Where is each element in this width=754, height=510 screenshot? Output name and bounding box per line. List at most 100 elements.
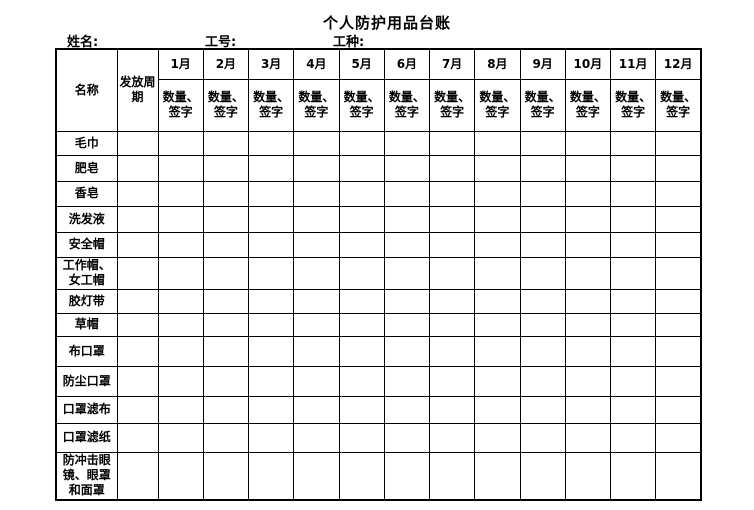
quantity-signature-cell[interactable] xyxy=(519,395,566,424)
quantity-signature-cell[interactable] xyxy=(564,365,612,397)
quantity-signature-cell[interactable] xyxy=(428,130,476,156)
quantity-signature-cell[interactable] xyxy=(474,365,521,397)
quantity-signature-cell[interactable] xyxy=(157,231,204,258)
quantity-signature-cell[interactable] xyxy=(202,335,250,367)
quantity-signature-cell[interactable] xyxy=(202,288,250,314)
quantity-signature-cell[interactable] xyxy=(247,205,295,233)
quantity-signature-cell[interactable] xyxy=(383,205,431,233)
quantity-signature-cell[interactable] xyxy=(202,395,250,424)
quantity-signature-cell[interactable] xyxy=(474,312,521,337)
quantity-signature-cell[interactable] xyxy=(519,288,566,314)
quantity-signature-cell[interactable] xyxy=(564,205,612,233)
quantity-signature-cell[interactable] xyxy=(655,256,702,290)
quantity-signature-cell[interactable] xyxy=(383,395,431,424)
quantity-signature-cell[interactable] xyxy=(519,231,566,258)
quantity-signature-cell[interactable] xyxy=(655,422,702,453)
quantity-signature-cell[interactable] xyxy=(609,395,657,424)
quantity-signature-cell[interactable] xyxy=(609,256,657,290)
quantity-signature-cell[interactable] xyxy=(474,256,521,290)
cycle-cell[interactable] xyxy=(116,130,159,156)
quantity-signature-cell[interactable] xyxy=(474,231,521,258)
quantity-signature-cell[interactable] xyxy=(474,205,521,233)
quantity-signature-cell[interactable] xyxy=(474,451,521,501)
quantity-signature-cell[interactable] xyxy=(338,451,385,501)
quantity-signature-cell[interactable] xyxy=(428,335,476,367)
quantity-signature-cell[interactable] xyxy=(519,130,566,156)
quantity-signature-cell[interactable] xyxy=(293,180,340,207)
quantity-signature-cell[interactable] xyxy=(157,365,204,397)
quantity-signature-cell[interactable] xyxy=(655,231,702,258)
quantity-signature-cell[interactable] xyxy=(202,256,250,290)
quantity-signature-cell[interactable] xyxy=(293,205,340,233)
quantity-signature-cell[interactable] xyxy=(609,180,657,207)
cycle-cell[interactable] xyxy=(116,312,159,337)
quantity-signature-cell[interactable] xyxy=(474,288,521,314)
cycle-cell[interactable] xyxy=(116,395,159,424)
quantity-signature-cell[interactable] xyxy=(564,312,612,337)
quantity-signature-cell[interactable] xyxy=(293,365,340,397)
quantity-signature-cell[interactable] xyxy=(293,154,340,182)
quantity-signature-cell[interactable] xyxy=(519,256,566,290)
quantity-signature-cell[interactable] xyxy=(247,422,295,453)
quantity-signature-cell[interactable] xyxy=(247,180,295,207)
quantity-signature-cell[interactable] xyxy=(609,312,657,337)
cycle-cell[interactable] xyxy=(116,422,159,453)
quantity-signature-cell[interactable] xyxy=(383,256,431,290)
quantity-signature-cell[interactable] xyxy=(247,395,295,424)
quantity-signature-cell[interactable] xyxy=(564,130,612,156)
quantity-signature-cell[interactable] xyxy=(519,180,566,207)
quantity-signature-cell[interactable] xyxy=(383,154,431,182)
quantity-signature-cell[interactable] xyxy=(428,180,476,207)
cycle-cell[interactable] xyxy=(116,231,159,258)
cycle-cell[interactable] xyxy=(116,154,159,182)
quantity-signature-cell[interactable] xyxy=(247,288,295,314)
quantity-signature-cell[interactable] xyxy=(428,256,476,290)
quantity-signature-cell[interactable] xyxy=(519,422,566,453)
quantity-signature-cell[interactable] xyxy=(293,395,340,424)
quantity-signature-cell[interactable] xyxy=(383,180,431,207)
quantity-signature-cell[interactable] xyxy=(655,451,702,501)
quantity-signature-cell[interactable] xyxy=(428,422,476,453)
quantity-signature-cell[interactable] xyxy=(293,422,340,453)
quantity-signature-cell[interactable] xyxy=(609,422,657,453)
quantity-signature-cell[interactable] xyxy=(293,451,340,501)
quantity-signature-cell[interactable] xyxy=(564,256,612,290)
quantity-signature-cell[interactable] xyxy=(383,365,431,397)
quantity-signature-cell[interactable] xyxy=(655,365,702,397)
quantity-signature-cell[interactable] xyxy=(202,231,250,258)
quantity-signature-cell[interactable] xyxy=(247,154,295,182)
quantity-signature-cell[interactable] xyxy=(519,205,566,233)
quantity-signature-cell[interactable] xyxy=(609,130,657,156)
quantity-signature-cell[interactable] xyxy=(474,422,521,453)
quantity-signature-cell[interactable] xyxy=(293,231,340,258)
quantity-signature-cell[interactable] xyxy=(383,335,431,367)
quantity-signature-cell[interactable] xyxy=(338,154,385,182)
quantity-signature-cell[interactable] xyxy=(157,422,204,453)
quantity-signature-cell[interactable] xyxy=(383,312,431,337)
quantity-signature-cell[interactable] xyxy=(474,395,521,424)
quantity-signature-cell[interactable] xyxy=(383,422,431,453)
quantity-signature-cell[interactable] xyxy=(338,365,385,397)
quantity-signature-cell[interactable] xyxy=(655,205,702,233)
quantity-signature-cell[interactable] xyxy=(474,335,521,367)
quantity-signature-cell[interactable] xyxy=(202,451,250,501)
quantity-signature-cell[interactable] xyxy=(609,288,657,314)
quantity-signature-cell[interactable] xyxy=(247,451,295,501)
quantity-signature-cell[interactable] xyxy=(655,180,702,207)
quantity-signature-cell[interactable] xyxy=(564,180,612,207)
quantity-signature-cell[interactable] xyxy=(202,180,250,207)
quantity-signature-cell[interactable] xyxy=(157,395,204,424)
quantity-signature-cell[interactable] xyxy=(202,154,250,182)
quantity-signature-cell[interactable] xyxy=(157,288,204,314)
quantity-signature-cell[interactable] xyxy=(428,395,476,424)
cycle-cell[interactable] xyxy=(116,451,159,501)
quantity-signature-cell[interactable] xyxy=(655,154,702,182)
quantity-signature-cell[interactable] xyxy=(202,365,250,397)
quantity-signature-cell[interactable] xyxy=(338,422,385,453)
quantity-signature-cell[interactable] xyxy=(609,335,657,367)
quantity-signature-cell[interactable] xyxy=(428,365,476,397)
quantity-signature-cell[interactable] xyxy=(383,231,431,258)
cycle-cell[interactable] xyxy=(116,335,159,367)
quantity-signature-cell[interactable] xyxy=(655,395,702,424)
quantity-signature-cell[interactable] xyxy=(519,312,566,337)
